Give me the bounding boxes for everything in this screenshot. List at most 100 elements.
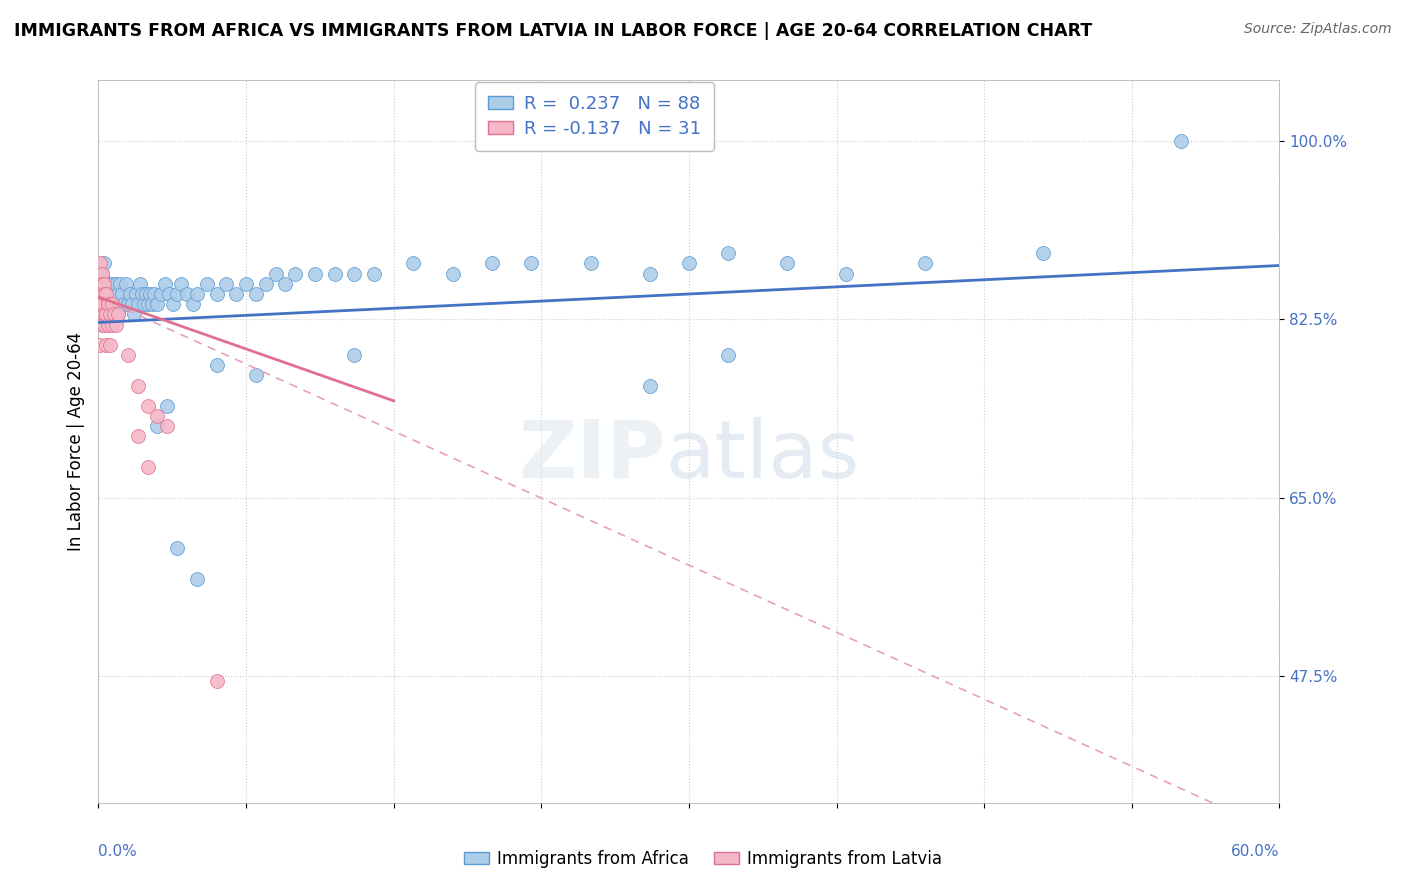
Point: [135, 287, 157, 301]
Point: [205, 287, 228, 301]
Point: [225, 287, 247, 301]
Point: [678, 256, 700, 270]
Text: 0.0%: 0.0%: [98, 844, 138, 858]
Y-axis label: In Labor Force | Age 20-64: In Labor Force | Age 20-64: [66, 332, 84, 551]
Point: [91, 307, 114, 321]
Point: [1032, 246, 1054, 260]
Point: [205, 673, 228, 688]
Point: [638, 267, 661, 281]
Point: [245, 368, 267, 383]
Text: ZIP: ZIP: [517, 417, 665, 495]
Point: [776, 256, 799, 270]
Point: [186, 572, 208, 586]
Point: [93, 256, 115, 270]
Point: [98, 287, 121, 301]
Point: [343, 267, 366, 281]
Point: [127, 378, 149, 392]
Point: [166, 287, 188, 301]
Point: [93, 287, 115, 301]
Point: [638, 378, 661, 392]
Point: [363, 267, 385, 281]
Legend: Immigrants from Africa, Immigrants from Latvia: Immigrants from Africa, Immigrants from …: [457, 844, 949, 875]
Point: [101, 297, 124, 311]
Point: [146, 297, 169, 311]
Point: [97, 318, 120, 332]
Point: [717, 348, 740, 362]
Point: [91, 267, 114, 281]
Point: [105, 297, 128, 311]
Point: [93, 318, 115, 332]
Point: [136, 297, 159, 311]
Text: Source: ZipAtlas.com: Source: ZipAtlas.com: [1244, 22, 1392, 37]
Point: [105, 318, 128, 332]
Point: [155, 277, 177, 291]
Point: [103, 307, 125, 321]
Point: [136, 460, 159, 475]
Point: [122, 307, 145, 321]
Point: [91, 287, 114, 301]
Point: [118, 287, 141, 301]
Legend: R =  0.237   N = 88, R = -0.137   N = 31: R = 0.237 N = 88, R = -0.137 N = 31: [475, 82, 714, 151]
Point: [98, 307, 121, 321]
Point: [89, 256, 111, 270]
Point: [91, 277, 114, 291]
Point: [91, 318, 114, 332]
Point: [107, 307, 129, 321]
Point: [89, 277, 111, 291]
Point: [117, 297, 139, 311]
Point: [96, 287, 118, 301]
Point: [254, 277, 277, 291]
Text: 60.0%: 60.0%: [1232, 844, 1279, 858]
Point: [89, 338, 111, 352]
Point: [132, 297, 155, 311]
Point: [141, 297, 163, 311]
Point: [97, 297, 120, 311]
Point: [215, 277, 238, 291]
Point: [181, 297, 204, 311]
Point: [97, 277, 120, 291]
Point: [142, 287, 165, 301]
Point: [579, 256, 602, 270]
Point: [103, 287, 125, 301]
Point: [101, 318, 124, 332]
Point: [127, 297, 149, 311]
Point: [162, 297, 184, 311]
Point: [91, 267, 114, 281]
Point: [98, 338, 121, 352]
Text: atlas: atlas: [665, 417, 859, 495]
Point: [96, 277, 118, 291]
Point: [156, 399, 179, 413]
Point: [96, 307, 118, 321]
Point: [520, 256, 543, 270]
Point: [107, 287, 129, 301]
Point: [117, 348, 139, 362]
Point: [186, 287, 208, 301]
Point: [128, 277, 150, 291]
Point: [131, 287, 153, 301]
Point: [111, 287, 134, 301]
Point: [343, 348, 366, 362]
Point: [125, 287, 148, 301]
Point: [146, 419, 169, 434]
Point: [835, 267, 858, 281]
Point: [97, 297, 120, 311]
Point: [146, 409, 169, 423]
Point: [1170, 134, 1192, 148]
Point: [205, 358, 228, 372]
Point: [89, 297, 111, 311]
Point: [138, 287, 160, 301]
Point: [93, 307, 115, 321]
Text: IMMIGRANTS FROM AFRICA VS IMMIGRANTS FROM LATVIA IN LABOR FORCE | AGE 20-64 CORR: IMMIGRANTS FROM AFRICA VS IMMIGRANTS FRO…: [14, 22, 1092, 40]
Point: [136, 399, 159, 413]
Point: [97, 307, 120, 321]
Point: [170, 277, 193, 291]
Point: [245, 287, 267, 301]
Point: [101, 297, 124, 311]
Point: [323, 267, 346, 281]
Point: [157, 287, 180, 301]
Point: [96, 307, 118, 321]
Point: [98, 297, 121, 311]
Point: [93, 297, 115, 311]
Point: [304, 267, 326, 281]
Point: [121, 297, 143, 311]
